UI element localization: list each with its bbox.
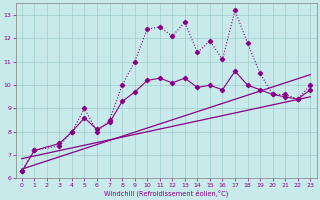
X-axis label: Windchill (Refroidissement éolien,°C): Windchill (Refroidissement éolien,°C) [104, 189, 228, 197]
